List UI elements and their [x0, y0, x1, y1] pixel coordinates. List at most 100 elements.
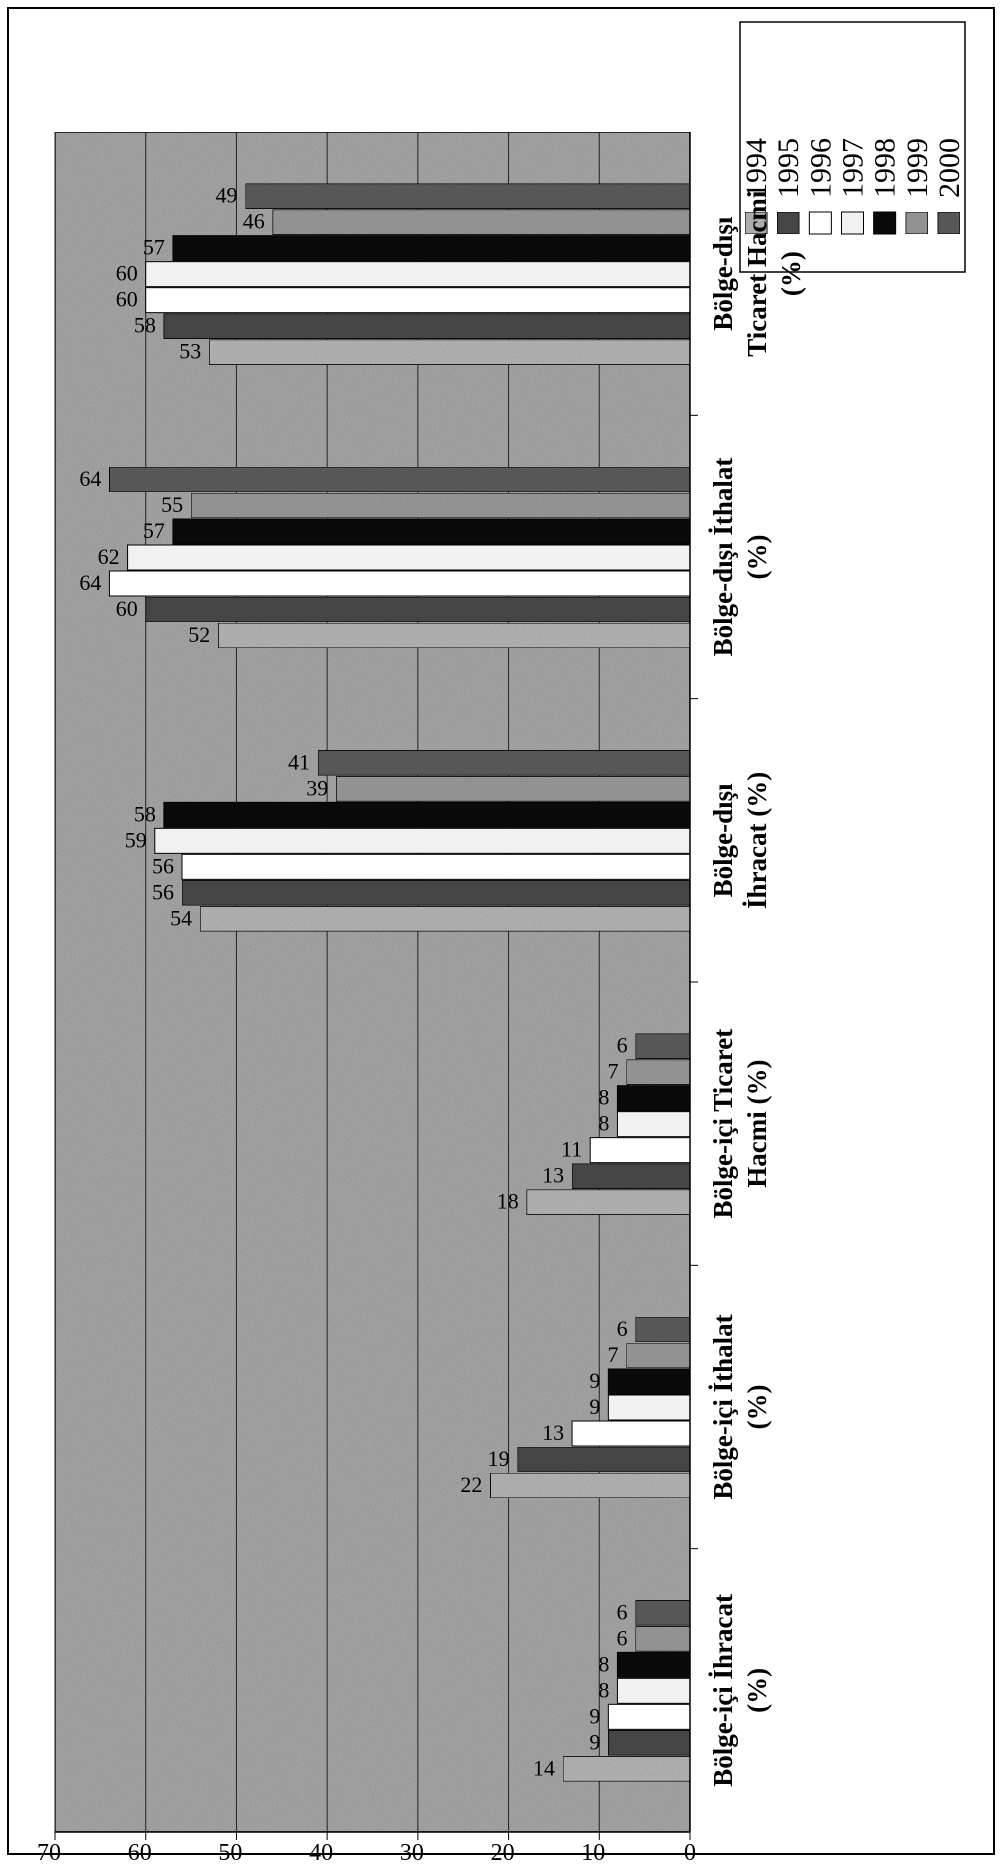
bar-1998-cat-1 [607, 1368, 691, 1395]
data-label: 9 [589, 1394, 600, 1419]
bar-1999-cat-1 [626, 1342, 691, 1369]
y-tick-label: 70 [37, 1840, 61, 1862]
data-label: 54 [170, 905, 192, 930]
category-label-3: İhracat (%) [742, 772, 772, 909]
data-label: 64 [79, 466, 101, 491]
data-label: 8 [598, 1111, 609, 1136]
data-label: 55 [161, 492, 183, 517]
category-label-2: Bölge-içi Ticaret [708, 1029, 738, 1219]
bar-2000-cat-5 [245, 183, 691, 210]
bar-1997-cat-2 [616, 1111, 691, 1138]
bar-1996-cat-4 [108, 570, 691, 597]
legend-swatch-1999 [905, 211, 929, 235]
bar-1996-cat-2 [589, 1137, 691, 1164]
y-tick-label: 40 [309, 1840, 333, 1862]
legend-swatch-2000 [937, 211, 961, 235]
bar-1999-cat-2 [626, 1059, 691, 1086]
bar-1999-cat-5 [272, 209, 691, 236]
data-label: 52 [188, 622, 210, 647]
data-label: 56 [152, 853, 174, 878]
legend-label-1998: 1998 [869, 138, 902, 198]
bar-1995-cat-1 [517, 1446, 691, 1473]
bar-1996-cat-0 [607, 1703, 691, 1730]
legend-swatch-1997 [841, 211, 864, 235]
category-label-5: Ticaret Hacmi [742, 190, 772, 357]
category-label-1: (%) [742, 1385, 772, 1430]
bar-1995-cat-3 [181, 879, 691, 906]
data-label: 9 [589, 1703, 600, 1728]
bar-1999-cat-3 [335, 775, 691, 802]
bar-2000-cat-2 [635, 1033, 691, 1060]
data-label: 58 [134, 801, 156, 826]
bar-1997-cat-4 [127, 544, 691, 571]
bar-1995-cat-0 [607, 1729, 691, 1756]
legend-label-1994: 1994 [740, 138, 773, 198]
data-label: 39 [306, 775, 328, 800]
category-label-3: Bölge-dışı [708, 783, 738, 898]
data-label: 13 [542, 1163, 564, 1188]
data-label: 8 [598, 1085, 609, 1110]
data-label: 22 [460, 1472, 482, 1497]
bar-2000-cat-4 [108, 466, 691, 493]
data-label: 8 [598, 1677, 609, 1702]
category-label-0: Bölge-içi İhracat [708, 1594, 738, 1787]
data-label: 49 [216, 183, 238, 208]
bar-1998-cat-0 [616, 1651, 691, 1678]
bar-1994-cat-1 [489, 1472, 691, 1499]
bar-1997-cat-3 [154, 827, 691, 854]
category-label-2: Hacmi (%) [742, 1060, 772, 1188]
legend-label-1996: 1996 [804, 138, 837, 198]
y-tick-label: 30 [400, 1840, 424, 1862]
data-label: 7 [608, 1342, 619, 1367]
data-label: 41 [288, 749, 310, 774]
data-label: 58 [134, 313, 156, 338]
bar-1999-cat-4 [190, 492, 691, 519]
legend-label-1999: 1999 [901, 138, 934, 198]
bar-1998-cat-2 [616, 1085, 691, 1112]
y-tick-label: 10 [581, 1840, 605, 1862]
bar-1995-cat-5 [163, 313, 691, 340]
bar-1997-cat-5 [145, 261, 691, 288]
data-label: 19 [488, 1446, 510, 1471]
data-label: 59 [125, 827, 147, 852]
bar-1994-cat-0 [562, 1755, 691, 1782]
plot-area [54, 131, 691, 1833]
legend [739, 21, 966, 273]
bar-1996-cat-1 [571, 1420, 691, 1447]
data-label: 53 [179, 339, 201, 364]
data-label: 7 [608, 1059, 619, 1084]
data-label: 57 [143, 518, 165, 543]
category-label-5: (%) [776, 251, 806, 296]
data-label: 6 [617, 1625, 628, 1650]
category-label-1: Bölge-içi İthalat [708, 1314, 738, 1499]
category-label-4: (%) [742, 535, 772, 580]
data-label: 46 [243, 209, 265, 234]
data-label: 6 [617, 1599, 628, 1624]
y-tick-label: 50 [218, 1840, 242, 1862]
bar-1997-cat-1 [607, 1394, 691, 1421]
bar-1994-cat-4 [217, 622, 691, 649]
data-label: 6 [617, 1316, 628, 1341]
category-label-5: Bölge-dışı [708, 216, 738, 331]
bar-1998-cat-4 [172, 518, 691, 545]
bar-1996-cat-5 [145, 287, 691, 314]
bar-1994-cat-2 [526, 1189, 691, 1216]
legend-swatch-1996 [808, 211, 832, 235]
bar-1995-cat-2 [571, 1163, 691, 1190]
data-label: 8 [598, 1651, 609, 1676]
data-label: 64 [79, 570, 101, 595]
y-tick-label: 20 [491, 1840, 515, 1862]
bar-1994-cat-3 [199, 905, 691, 932]
data-label: 60 [116, 261, 138, 286]
data-label: 60 [116, 287, 138, 312]
legend-label-2000: 2000 [933, 138, 966, 198]
y-tick-label: 60 [128, 1840, 152, 1862]
category-label-4: Bölge-dışı İthalat [708, 458, 738, 657]
bar-1994-cat-5 [208, 339, 691, 366]
bar-2000-cat-1 [635, 1316, 691, 1343]
bar-2000-cat-3 [317, 749, 691, 776]
bar-2000-cat-0 [635, 1599, 691, 1626]
category-label-0: (%) [742, 1668, 772, 1713]
